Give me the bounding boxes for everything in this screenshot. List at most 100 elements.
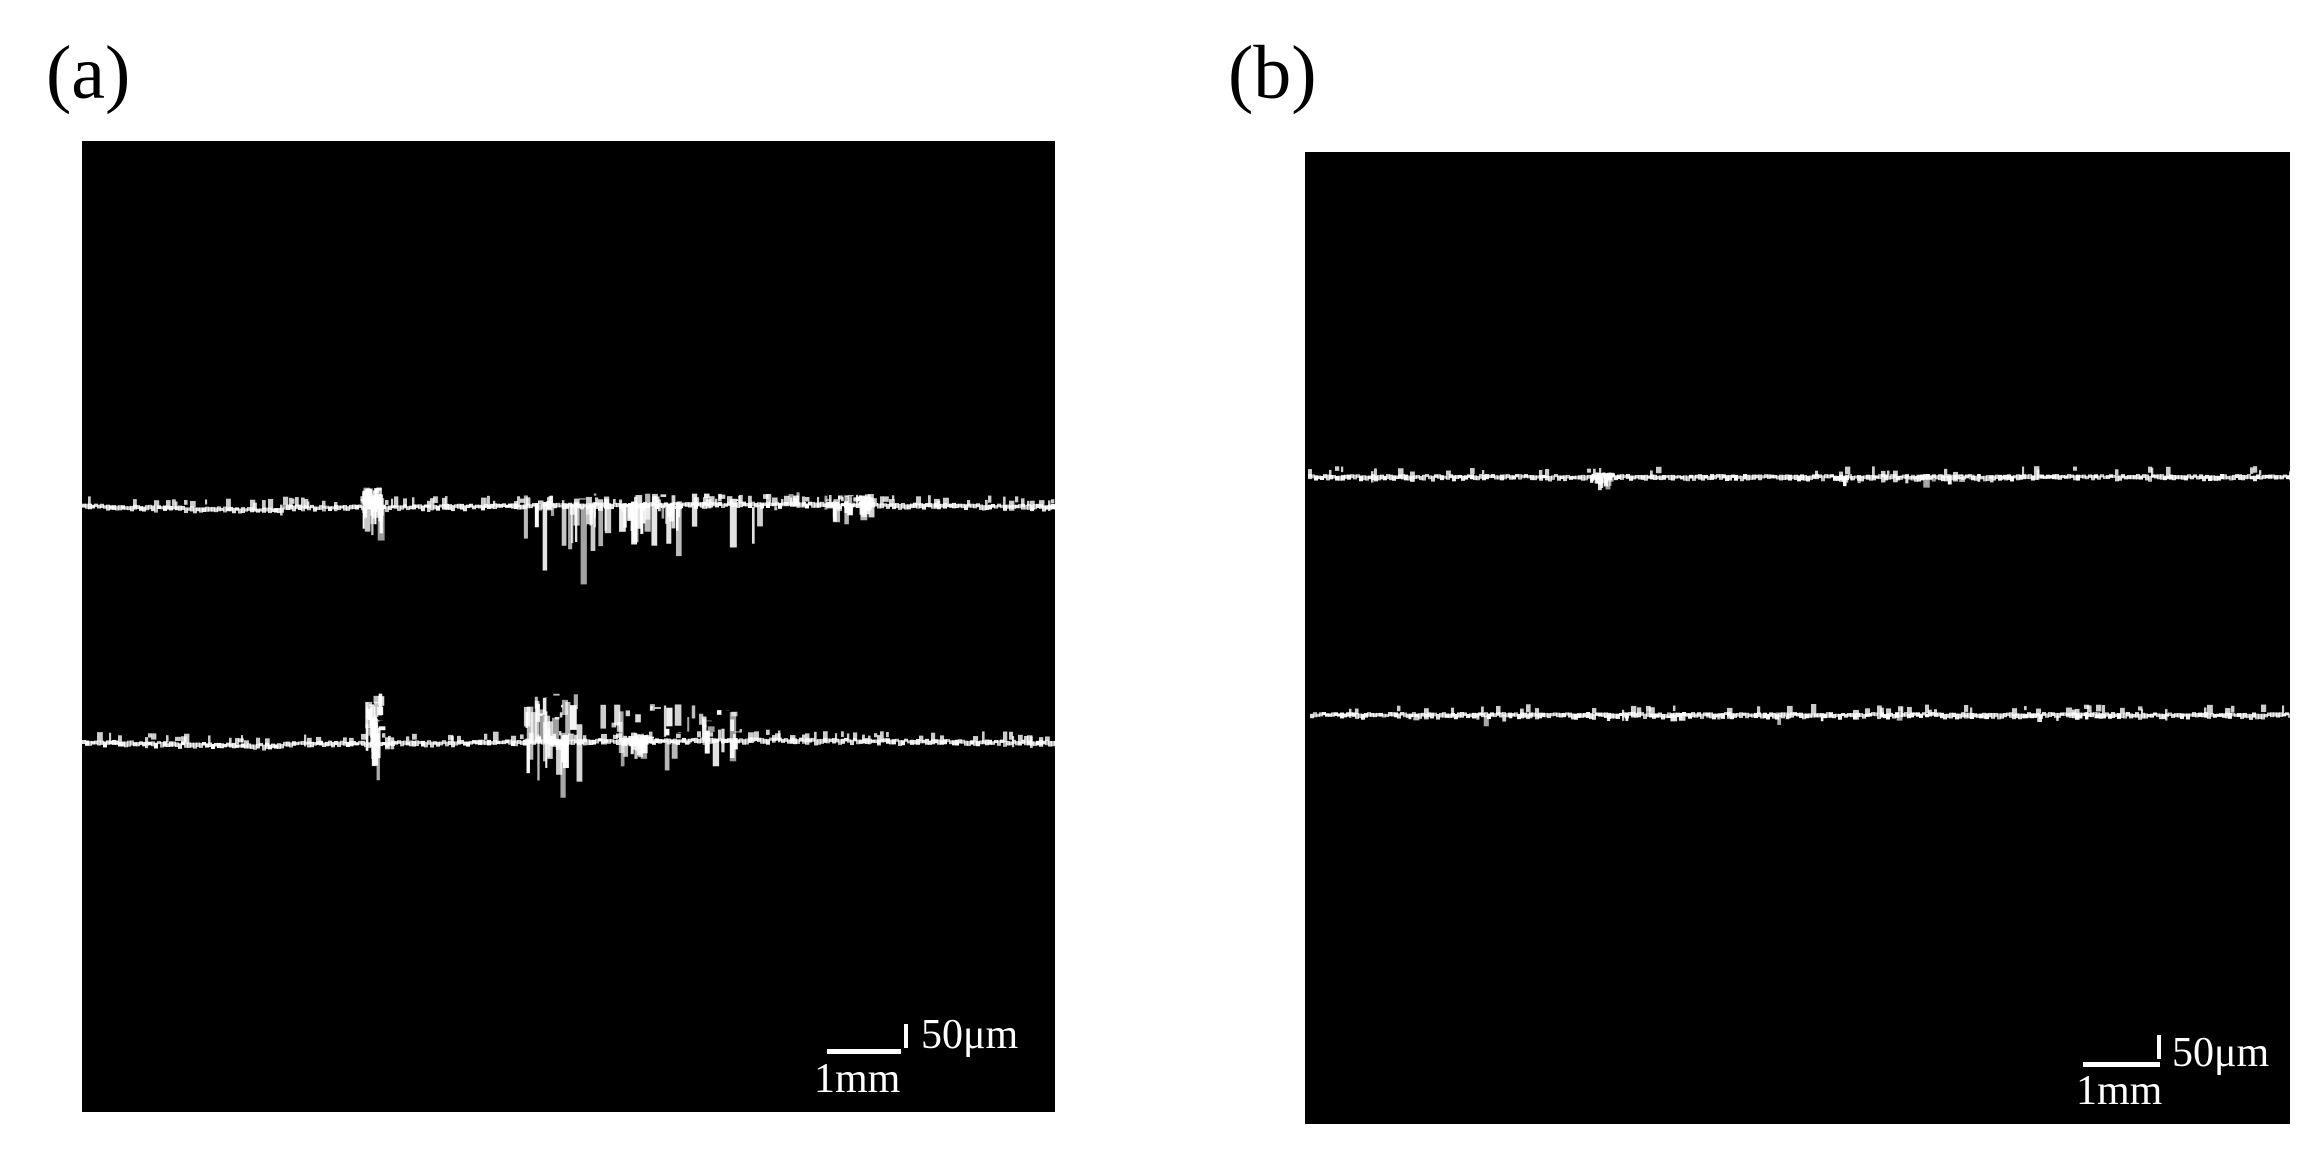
scale-label: 1mm bbox=[814, 1056, 901, 1102]
speckle bbox=[1408, 715, 1412, 720]
speckle bbox=[620, 739, 625, 742]
speckle bbox=[856, 739, 860, 745]
speckle bbox=[2261, 704, 2267, 713]
speckle bbox=[952, 740, 956, 746]
speckle bbox=[2096, 704, 2102, 712]
speckle bbox=[2259, 470, 2262, 476]
speckle bbox=[358, 740, 362, 745]
speckle bbox=[2175, 475, 2179, 480]
speckle bbox=[613, 740, 617, 744]
speckle bbox=[1587, 468, 1591, 473]
speckle bbox=[1806, 475, 1810, 482]
speckle bbox=[2060, 712, 2064, 716]
speckle bbox=[2265, 474, 2269, 479]
speckle bbox=[880, 731, 884, 741]
speckle bbox=[442, 497, 446, 506]
speckle bbox=[2088, 474, 2092, 478]
speckle bbox=[1802, 713, 1806, 720]
speckle bbox=[970, 740, 974, 745]
speckle bbox=[1463, 712, 1467, 717]
speckle bbox=[1559, 713, 1563, 718]
speckle bbox=[1341, 475, 1345, 481]
speckle bbox=[1625, 712, 1629, 721]
speckle bbox=[2148, 466, 2153, 473]
speckle bbox=[368, 727, 372, 728]
speckle bbox=[1024, 504, 1028, 510]
speckle bbox=[1830, 474, 1834, 478]
speckle bbox=[2210, 713, 2214, 717]
speckle bbox=[703, 497, 709, 506]
speckle bbox=[301, 506, 305, 512]
speckle bbox=[760, 737, 764, 744]
speckle bbox=[1889, 712, 1893, 717]
speckle bbox=[1866, 474, 1870, 480]
speckle bbox=[1600, 477, 1604, 489]
speckle bbox=[451, 736, 454, 744]
speckle bbox=[1941, 475, 1945, 482]
speckle bbox=[391, 737, 395, 750]
speckle bbox=[1036, 740, 1040, 746]
speckle bbox=[931, 732, 936, 742]
speckle bbox=[2289, 471, 2292, 479]
speckle bbox=[658, 499, 661, 512]
speckle bbox=[1785, 715, 1790, 720]
speckle bbox=[1578, 475, 1582, 480]
speckle bbox=[1829, 712, 1833, 718]
speckle bbox=[823, 731, 828, 742]
speckle bbox=[2255, 713, 2259, 720]
speckle bbox=[2075, 708, 2080, 720]
speckle bbox=[1796, 712, 1800, 717]
speckle bbox=[982, 731, 985, 742]
speckle bbox=[1547, 713, 1551, 719]
speckle bbox=[301, 497, 305, 509]
speckle bbox=[1616, 713, 1620, 719]
speckle bbox=[1560, 475, 1564, 480]
speckle bbox=[524, 738, 532, 744]
speckle bbox=[639, 503, 646, 524]
speckle bbox=[247, 507, 251, 511]
speckle bbox=[460, 739, 464, 744]
speckle bbox=[166, 500, 171, 510]
speckle bbox=[1466, 713, 1470, 719]
speckle bbox=[2223, 474, 2227, 480]
speckle bbox=[2091, 474, 2095, 481]
speckle bbox=[1910, 712, 1914, 718]
speckle bbox=[1406, 713, 1410, 718]
speckle bbox=[184, 500, 188, 505]
speckle bbox=[208, 735, 211, 743]
speckle bbox=[1331, 712, 1335, 717]
speckle bbox=[172, 741, 176, 747]
speckle bbox=[1800, 474, 1804, 481]
speckle bbox=[1626, 474, 1630, 479]
speckle bbox=[727, 496, 733, 503]
speckle bbox=[724, 738, 728, 743]
speckle bbox=[1734, 474, 1738, 481]
speckle bbox=[124, 506, 128, 510]
speckle bbox=[1698, 474, 1702, 480]
speckle bbox=[627, 506, 634, 521]
speckle bbox=[712, 740, 720, 767]
speckle bbox=[997, 740, 1001, 746]
speckle bbox=[559, 731, 562, 736]
speckle bbox=[1983, 715, 1986, 719]
speckle bbox=[847, 495, 854, 497]
speckle bbox=[1054, 740, 1058, 747]
speckle bbox=[1904, 477, 1908, 479]
speckle bbox=[1949, 474, 1955, 476]
speckle bbox=[628, 503, 632, 507]
speckle bbox=[1392, 475, 1396, 481]
speckle bbox=[1443, 475, 1447, 479]
speckle bbox=[738, 495, 741, 503]
speckle bbox=[635, 714, 641, 723]
speckle bbox=[337, 505, 341, 510]
speckle bbox=[373, 718, 379, 728]
scale-label: 50μm bbox=[921, 1012, 1019, 1058]
speckle bbox=[1442, 712, 1446, 718]
speckle bbox=[2288, 713, 2292, 718]
speckle bbox=[2189, 713, 2193, 717]
speckle bbox=[774, 506, 778, 511]
speckle bbox=[1404, 474, 1408, 481]
speckle bbox=[1678, 713, 1686, 721]
speckle bbox=[2127, 475, 2131, 480]
speckle bbox=[967, 741, 971, 747]
